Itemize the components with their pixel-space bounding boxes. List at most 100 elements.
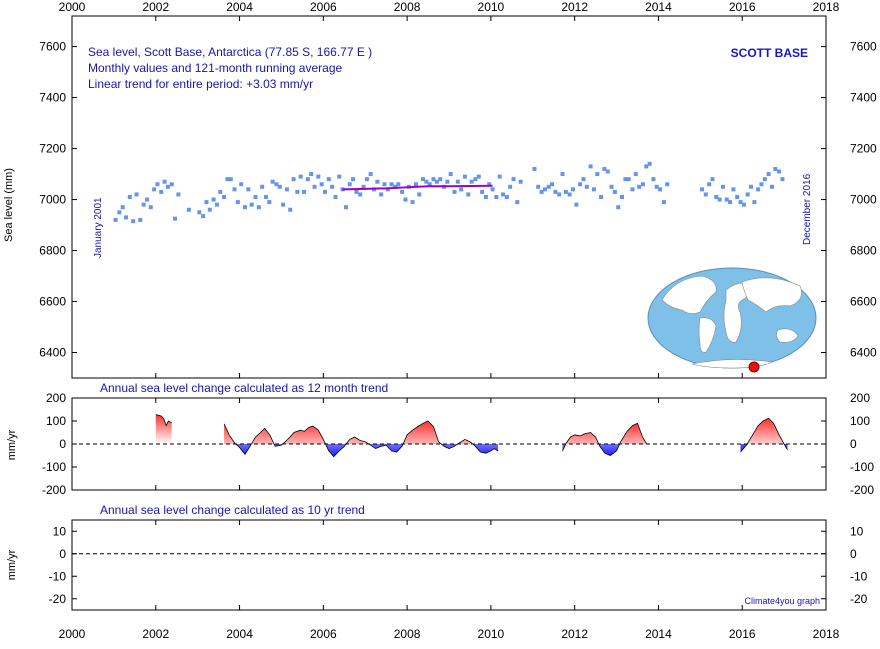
x-tick-label-bottom: 2018 — [813, 627, 840, 641]
monthly-value-point — [288, 207, 293, 212]
x-tick-label-bottom: 2010 — [478, 627, 505, 641]
monthly-value-point — [298, 174, 303, 179]
monthly-value-point — [159, 189, 164, 194]
monthly-value-point — [466, 192, 471, 197]
monthly-value-point — [400, 189, 405, 194]
monthly-value-point — [326, 177, 331, 182]
monthly-value-point — [574, 202, 579, 207]
monthly-value-point — [127, 195, 132, 199]
monthly-value-point — [518, 179, 523, 184]
x-tick-label-top: 2002 — [142, 0, 169, 14]
monthly-value-point — [305, 177, 310, 182]
monthly-value-point — [120, 205, 125, 210]
monthly-value-point — [424, 179, 429, 184]
monthly-value-point — [756, 187, 761, 192]
y-tick-label-right: 7000 — [850, 193, 877, 207]
monthly-value-point — [207, 207, 212, 212]
x-tick-label-top: 2000 — [59, 0, 86, 14]
negative-trend-area — [740, 444, 788, 453]
monthly-value-point — [284, 187, 289, 192]
monthly-value-point — [560, 172, 565, 177]
monthly-value-point — [343, 205, 348, 210]
monthly-value-point — [741, 202, 746, 207]
monthly-value-point — [309, 172, 314, 177]
monthly-value-point — [274, 182, 279, 187]
monthly-value-point — [131, 219, 136, 224]
monthly-value-point — [421, 177, 426, 182]
monthly-value-point — [738, 200, 743, 205]
monthly-value-point — [609, 184, 614, 189]
y-tick-label: -10 — [49, 569, 67, 583]
y-tick-label-right: 7600 — [850, 40, 877, 54]
monthly-value-point — [703, 192, 708, 197]
twelve-month-trend-panel: 200 200 100 100 0 0 -100 -100 -200 -200 Annual se… — [6, 381, 874, 497]
sea-level-panel: 6400 6400 6600 6600 6800 6800 7000 7000 7200 7200… — [3, 15, 877, 379]
monthly-value-point — [766, 172, 771, 177]
monthly-value-point — [347, 182, 352, 187]
monthly-value-point — [570, 187, 575, 192]
monthly-value-point — [717, 197, 722, 202]
trend-line — [740, 417, 788, 453]
monthly-value-point — [532, 166, 537, 171]
x-tick-label-top: 2018 — [813, 0, 840, 14]
monthly-value-point — [246, 187, 251, 192]
monthly-value-point — [256, 205, 261, 210]
twelve-month-title: Annual sea level change calculated as 12… — [100, 381, 388, 395]
monthly-value-point — [148, 205, 153, 210]
monthly-value-point — [214, 202, 219, 207]
monthly-value-point — [581, 177, 586, 182]
monthly-value-point — [295, 189, 300, 194]
trend-text: Linear trend for entire period: +3.03 mm… — [88, 77, 313, 91]
monthly-value-point — [368, 172, 373, 177]
monthly-value-point — [728, 200, 733, 205]
trend-line — [223, 420, 499, 458]
monthly-value-point — [616, 205, 621, 210]
monthly-value-point — [427, 182, 432, 187]
y-tick-label-right: -200 — [850, 483, 874, 497]
monthly-value-point — [225, 177, 230, 182]
monthly-value-point — [553, 189, 558, 194]
monthly-value-point — [480, 189, 485, 194]
monthly-value-point — [232, 187, 237, 192]
monthly-value-point — [330, 184, 335, 189]
y-tick-label: 200 — [46, 391, 66, 405]
monthly-value-point — [759, 182, 764, 187]
monthly-value-point — [162, 179, 167, 184]
positive-trend-area — [155, 414, 172, 444]
monthly-value-point — [319, 182, 324, 187]
monthly-value-point — [780, 177, 785, 182]
monthly-value-point — [267, 200, 272, 205]
station-marker-icon — [748, 361, 760, 373]
monthly-value-point — [504, 195, 509, 199]
y-tick-label: 0 — [59, 547, 66, 561]
monthly-value-point — [312, 184, 317, 189]
y-tick-label: -100 — [42, 460, 66, 474]
x-tick-label-top: 2006 — [310, 0, 337, 14]
x-tick-label-bottom: 2014 — [645, 627, 672, 641]
monthly-value-point — [379, 192, 384, 197]
monthly-value-point — [134, 192, 139, 197]
monthly-value-point — [567, 192, 572, 197]
ten-year-trend-panel: 10 10 0 0 -10 -10 -20 -20 Annual sea level chan… — [6, 503, 868, 611]
monthly-value-point — [361, 184, 366, 189]
monthly-value-point — [176, 192, 181, 197]
monthly-value-point — [197, 210, 202, 215]
monthly-value-point — [584, 184, 589, 189]
monthly-value-point — [434, 179, 439, 184]
x-tick-label-top: 2010 — [478, 0, 505, 14]
monthly-value-point — [602, 166, 607, 171]
monthly-value-point — [557, 192, 562, 197]
monthly-value-point — [469, 179, 474, 184]
y-tick-label: 6800 — [39, 244, 66, 258]
chart-title: Sea level, Scott Base, Antarctica (77.85… — [88, 45, 372, 59]
monthly-value-point — [508, 184, 513, 189]
monthly-value-point — [316, 174, 321, 179]
monthly-value-point — [578, 182, 583, 187]
monthly-value-point — [382, 182, 387, 187]
ten-year-y-label: mm/yr — [6, 549, 18, 580]
chart-subtitle: Monthly values and 121-month running ave… — [88, 61, 342, 75]
monthly-value-point — [623, 177, 628, 182]
x-tick-label-top: 2016 — [729, 0, 756, 14]
monthly-value-point — [630, 187, 635, 192]
monthly-value-point — [263, 195, 268, 199]
